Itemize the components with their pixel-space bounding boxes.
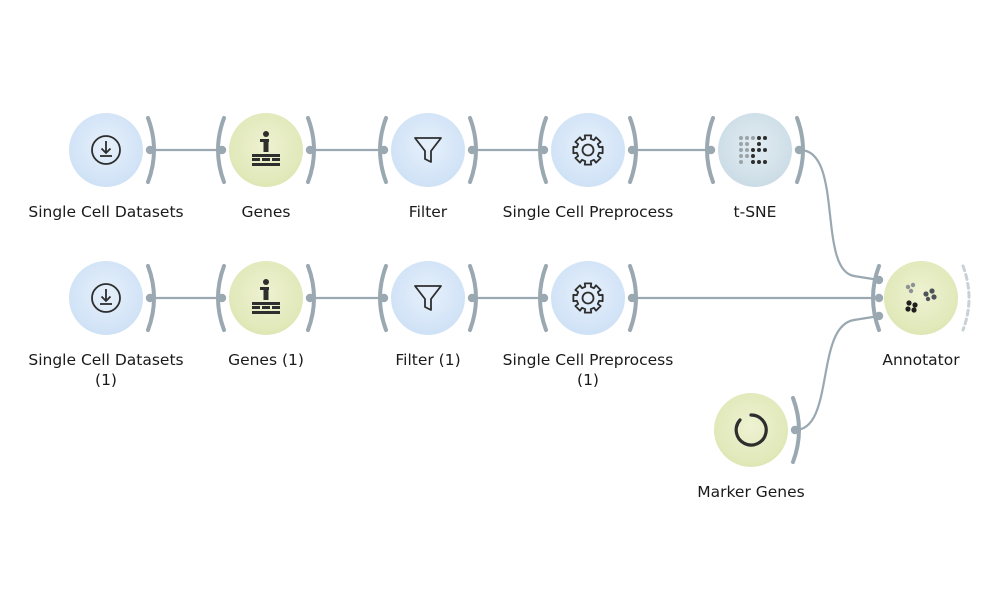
node-disk	[714, 393, 788, 467]
output-channel-bracket[interactable]	[306, 264, 316, 332]
node-label: Genes	[241, 203, 291, 221]
node-disk	[551, 113, 625, 187]
input-channel-bracket[interactable]	[705, 116, 715, 184]
output-channel-bracket[interactable]	[146, 264, 156, 332]
download-icon	[91, 135, 121, 165]
node-disk	[229, 261, 303, 335]
info-table-icon	[252, 279, 280, 314]
input-channel-bracket[interactable]	[216, 264, 226, 332]
node-disk	[718, 113, 792, 187]
node-channels-prep2	[538, 264, 638, 332]
node-label: t-SNE	[733, 203, 777, 221]
node-disk	[391, 261, 465, 335]
node-label: Single Cell Datasets (1)	[28, 351, 184, 389]
gear-hub	[581, 291, 595, 305]
output-channel-bracket[interactable]	[628, 264, 638, 332]
input-channel-bracket[interactable]	[538, 264, 548, 332]
node-channels-scd2	[146, 264, 156, 332]
node-channels-genes2	[216, 264, 316, 332]
gear-hub	[581, 143, 595, 157]
output-channel-bracket[interactable]	[468, 116, 478, 184]
node-disk	[884, 261, 958, 335]
funnel-icon	[414, 137, 442, 163]
node-channels-marker	[791, 396, 801, 464]
output-channel-bracket-empty[interactable]	[961, 264, 971, 332]
node-channels-filter2	[378, 264, 478, 332]
tsne-dots-icon	[739, 136, 767, 164]
input-channel-bracket[interactable]	[378, 116, 388, 184]
output-channel-bracket[interactable]	[791, 396, 801, 464]
gear-icon	[572, 282, 604, 314]
funnel-icon	[414, 285, 442, 311]
output-channel-bracket[interactable]	[146, 116, 156, 184]
link-marker-to-annot[interactable]	[794, 314, 880, 432]
scatter-clusters-icon	[905, 282, 937, 313]
node-label: Marker Genes	[697, 483, 805, 501]
output-channel-bracket[interactable]	[628, 116, 638, 184]
node-label: Single Cell Datasets	[28, 203, 184, 221]
node-channels-scd1	[146, 116, 156, 184]
output-channel-bracket[interactable]	[468, 264, 478, 332]
node-disk	[391, 113, 465, 187]
node-disk	[229, 113, 303, 187]
output-channel-bracket[interactable]	[306, 116, 316, 184]
input-channel-bracket[interactable]	[216, 116, 226, 184]
gear-icon	[572, 134, 604, 166]
input-channel-bracket[interactable]	[378, 264, 388, 332]
input-channel-bracket[interactable]	[871, 264, 881, 332]
node-disk	[551, 261, 625, 335]
node-label: Single Cell Preprocess	[502, 203, 674, 221]
node-disk	[69, 261, 143, 335]
node-label: Genes (1)	[228, 351, 304, 369]
node-channels-annot	[871, 264, 971, 332]
node-channels-prep1	[538, 116, 638, 184]
link-tsne-to-annot[interactable]	[798, 148, 880, 282]
link-anchor-in[interactable]	[874, 293, 884, 303]
node-label: Filter	[408, 203, 448, 221]
node-channels-tsne	[705, 116, 805, 184]
node-disk	[69, 113, 143, 187]
node-channels-filter1	[378, 116, 478, 184]
download-icon	[91, 283, 121, 313]
ring-icon	[734, 413, 768, 447]
node-channels-genes1	[216, 116, 316, 184]
info-table-icon	[252, 131, 280, 166]
node-label: Annotator	[882, 351, 960, 369]
output-channel-bracket[interactable]	[795, 116, 805, 184]
node-label: Filter (1)	[395, 351, 461, 369]
gear-outline	[572, 282, 604, 314]
node-label: Single Cell Preprocess (1)	[502, 351, 674, 389]
gear-outline	[572, 134, 604, 166]
input-channel-bracket[interactable]	[538, 116, 548, 184]
